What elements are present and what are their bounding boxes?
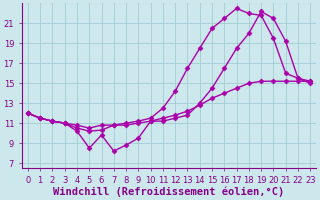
X-axis label: Windchill (Refroidissement éolien,°C): Windchill (Refroidissement éolien,°C)	[53, 186, 285, 197]
